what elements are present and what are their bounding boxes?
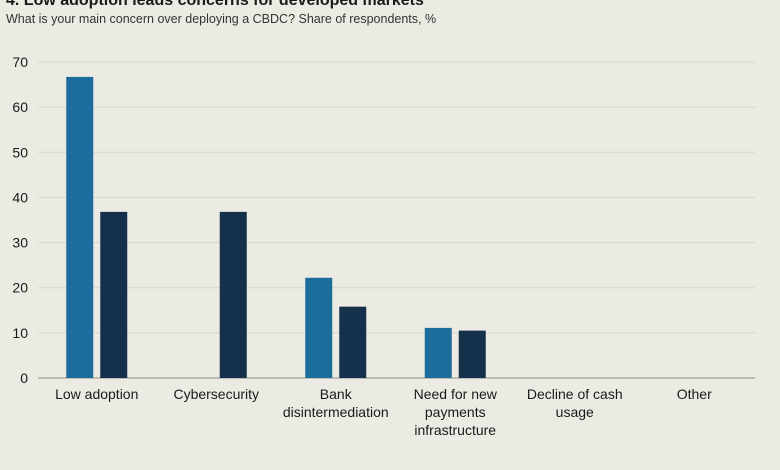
y-tick-label: 30 bbox=[12, 235, 28, 251]
category-label: Decline of cash usage bbox=[527, 386, 623, 420]
category-label: Other bbox=[677, 386, 712, 402]
bar-series2-cat2 bbox=[219, 211, 247, 378]
y-tick-label: 50 bbox=[12, 144, 28, 160]
bar-series1-cat1 bbox=[66, 76, 94, 378]
bars bbox=[66, 76, 486, 378]
bar-series1-cat4 bbox=[424, 327, 452, 378]
category-label-line: infrastructure bbox=[414, 422, 496, 438]
category-label: Cybersecurity bbox=[173, 386, 259, 402]
y-axis-ticks: 0 10 20 30 40 50 60 70 bbox=[12, 54, 28, 386]
chart-title: 4. Low adoption leads concerns for devel… bbox=[6, 0, 424, 9]
y-tick-label: 40 bbox=[12, 189, 28, 205]
category-label-line: Bank bbox=[320, 386, 353, 402]
bar-series1-cat3 bbox=[305, 277, 333, 378]
category-label: Low adoption bbox=[55, 386, 138, 402]
category-label-line: Other bbox=[677, 386, 712, 402]
category-label-line: Need for new bbox=[414, 386, 498, 402]
category-label-line: Decline of cash bbox=[527, 386, 623, 402]
category-label-line: disintermediation bbox=[283, 404, 389, 420]
bar-series2-cat3 bbox=[339, 306, 367, 378]
bar-series2-cat4 bbox=[458, 330, 486, 378]
bar-series2-cat1 bbox=[100, 211, 128, 378]
category-label-line: usage bbox=[556, 404, 594, 420]
y-tick-label: 0 bbox=[20, 370, 28, 386]
y-tick-label: 20 bbox=[12, 280, 28, 296]
category-label-line: payments bbox=[425, 404, 486, 420]
y-tick-label: 70 bbox=[12, 54, 28, 70]
x-axis-categories: Low adoption Cybersecurity Bank disintermed… bbox=[55, 386, 712, 438]
grid-lines bbox=[38, 61, 755, 379]
category-label-line: Low adoption bbox=[55, 386, 138, 402]
chart-subtitle: What is your main concern over deploying… bbox=[6, 12, 437, 26]
y-tick-label: 60 bbox=[12, 99, 28, 115]
y-tick-label: 10 bbox=[12, 325, 28, 341]
category-label: Need for new payments infrastructure bbox=[414, 386, 498, 438]
category-label-line: Cybersecurity bbox=[173, 386, 259, 402]
category-label: Bank disintermediation bbox=[283, 386, 389, 420]
